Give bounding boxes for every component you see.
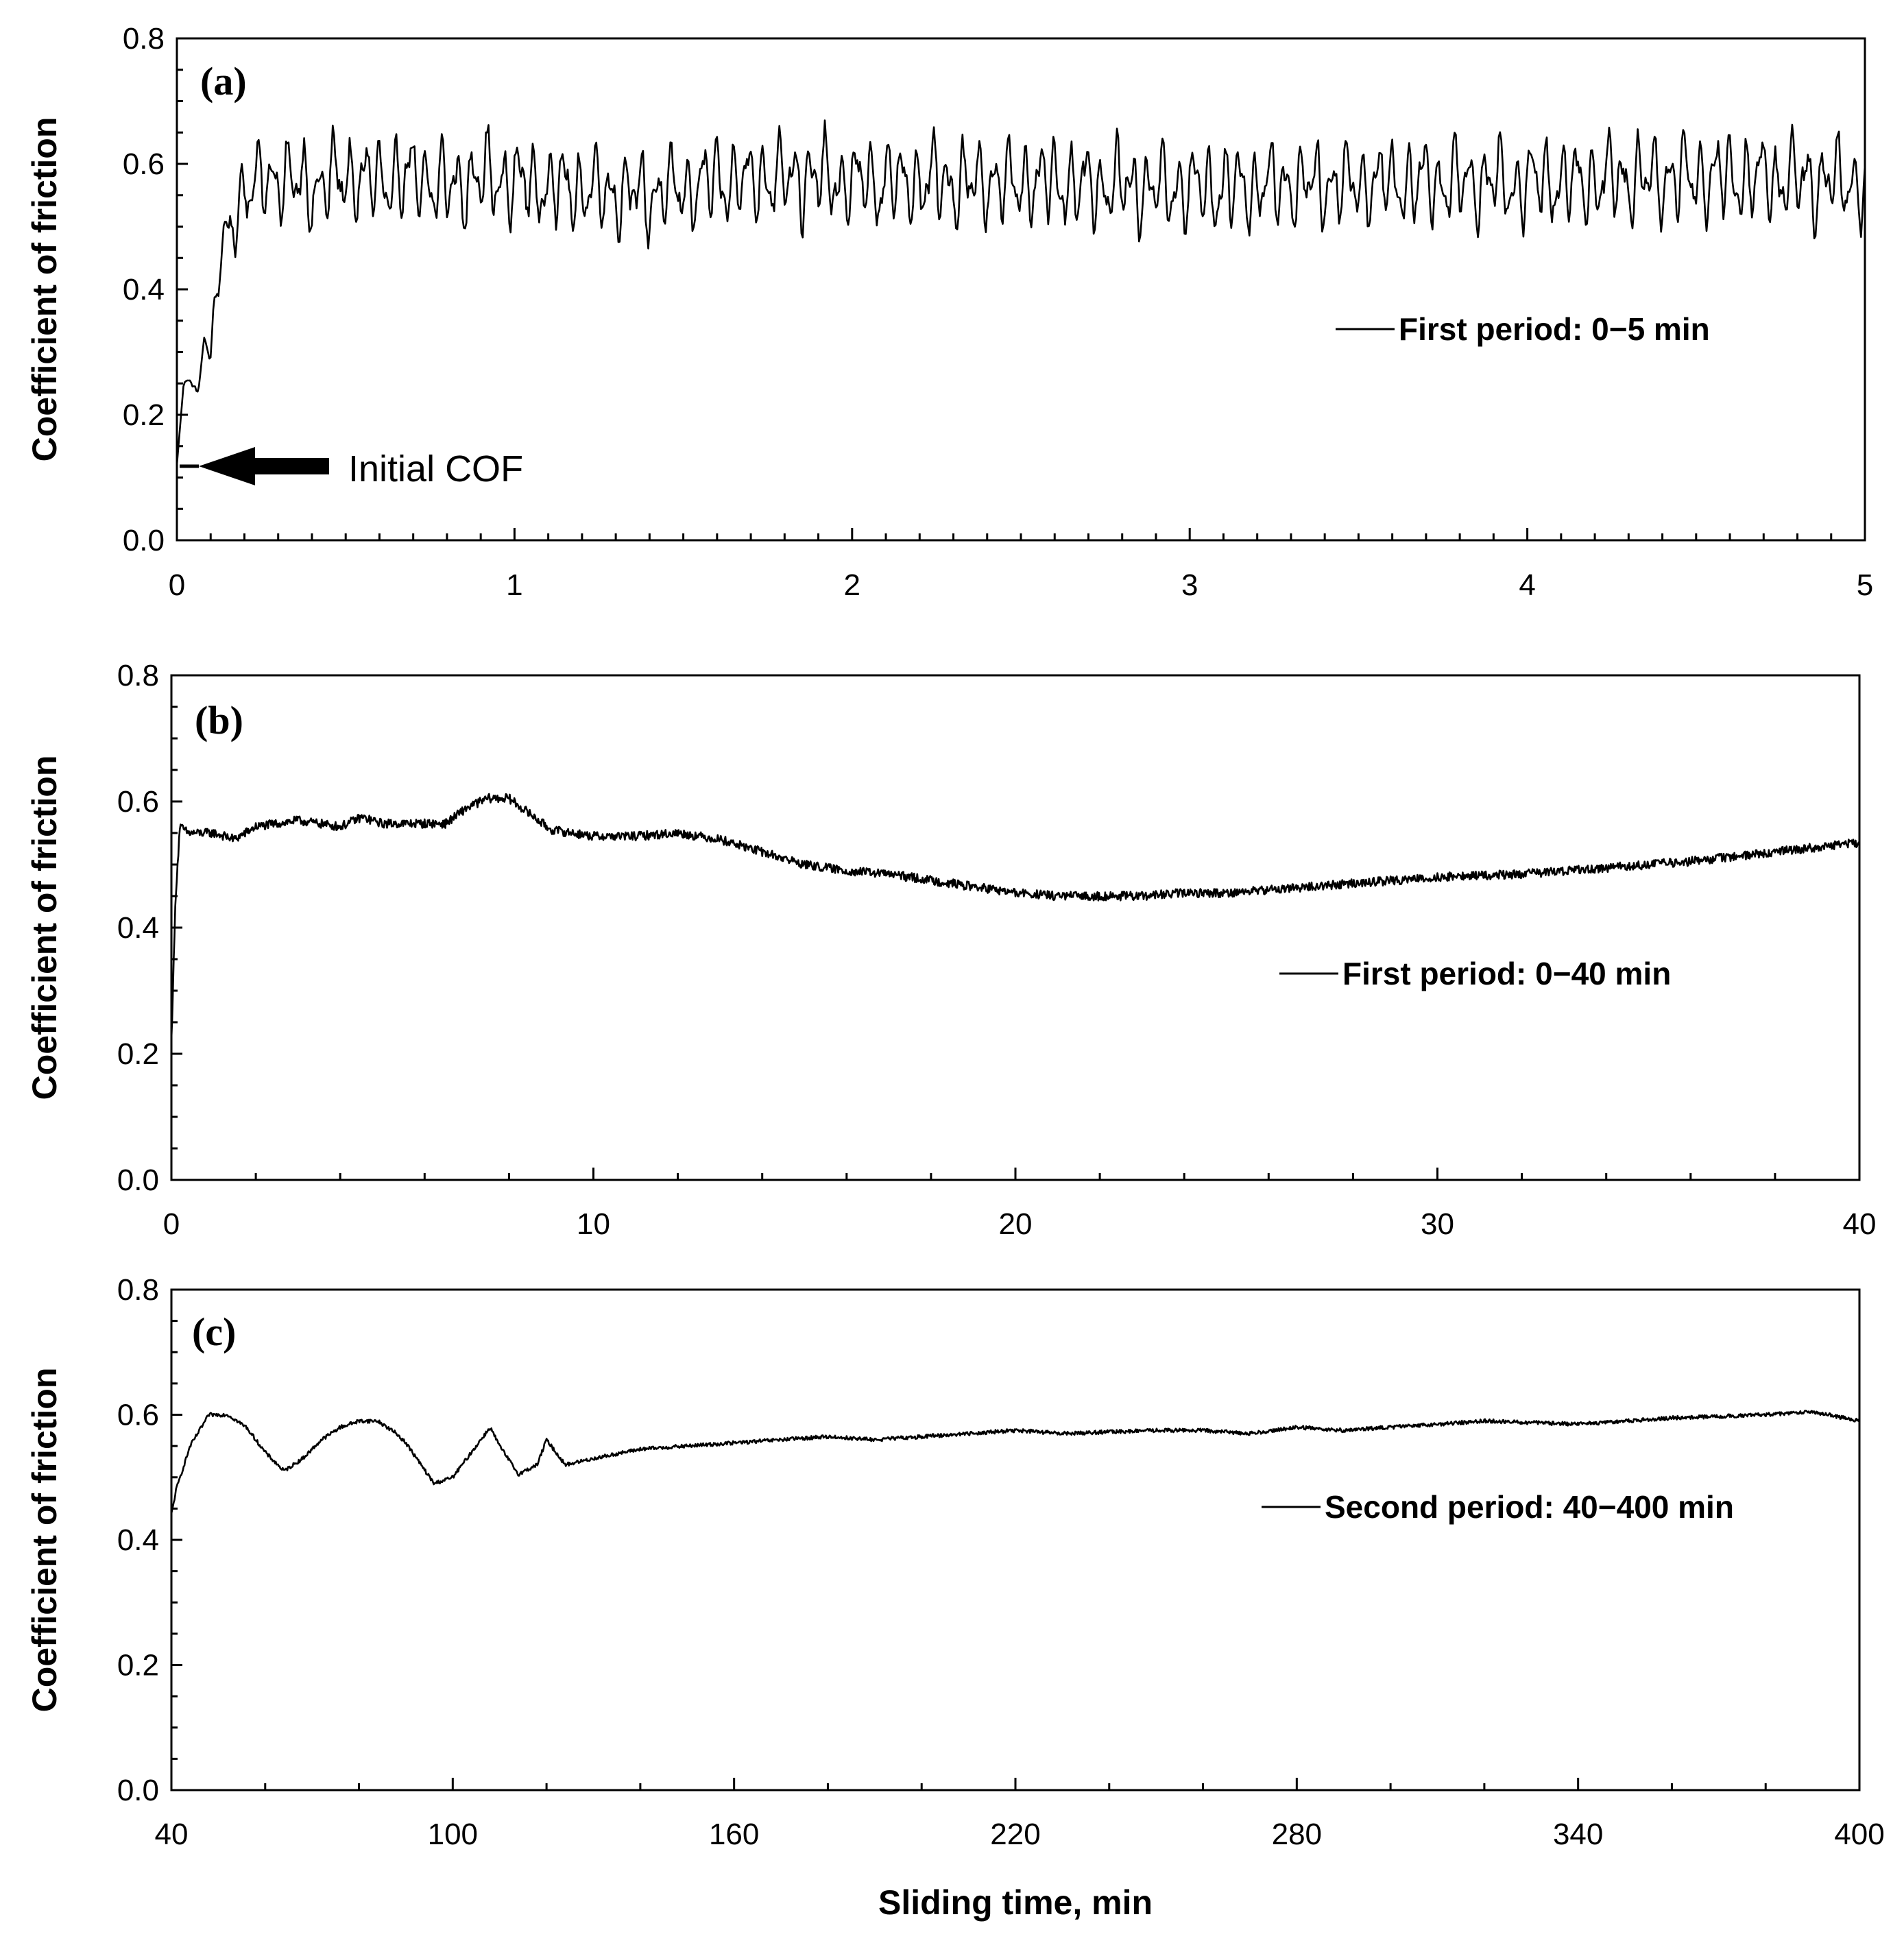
panel-a: 0.0 0.2 0.4 0.6 0.8 0 1 2 3 4 5 (a) Coefficient of…: [25, 22, 1873, 602]
panel-label-a: (a): [200, 59, 247, 104]
panel-c: 0.00.20.40.60.840 100 160 220 280 340 400 (c) …: [25, 1273, 1885, 1922]
x-tick-label: 0: [163, 1207, 180, 1241]
y-tick-label: 0.8: [123, 22, 165, 56]
y-tick-label: 0.2: [117, 1037, 159, 1071]
y-tick-label: 0.2: [123, 398, 165, 432]
y-tick-label: 0.8: [117, 659, 159, 692]
y-tick-label: 0.0: [123, 524, 165, 557]
panel-label-b: (b): [195, 698, 243, 743]
y-tick-label: 0.6: [123, 147, 165, 181]
initial-cof-arrow: [180, 447, 329, 485]
x-tick-label: 40: [1843, 1207, 1877, 1241]
y-tick-label: 0.8: [117, 1273, 159, 1307]
initial-cof-label: Initial COF: [348, 448, 523, 490]
x-tick-label: 0: [169, 568, 185, 602]
x-tick-label: 2: [844, 568, 860, 602]
x-tick-label: 5: [1857, 568, 1873, 602]
y-axis-title-a: Coefficient of friction: [25, 117, 64, 462]
y-tick-label: 0.4: [117, 911, 159, 945]
x-tick-label: 280: [1272, 1818, 1322, 1851]
series-line-b: [170, 793, 1860, 1039]
y-tick-label: 0.6: [117, 785, 159, 819]
legend-text-c: Second period: 40−400 min: [1325, 1489, 1734, 1525]
y-tick-label: 0.4: [123, 273, 165, 306]
legend-text-a: First period: 0−5 min: [1399, 311, 1710, 347]
series-line-c: [170, 1410, 1860, 1514]
x-tick-label: 40: [155, 1818, 189, 1851]
x-tick-label: 1: [506, 568, 522, 602]
ticks-c: 0.0 0.2 0.4 0.6 0.8 40 100 160 220 280 340 400: [117, 1273, 1885, 1851]
series-line-a: [176, 119, 1866, 466]
y-tick-label: 0.0: [117, 1774, 159, 1807]
x-tick-label: 10: [577, 1207, 610, 1241]
x-tick-label: 340: [1553, 1818, 1603, 1851]
x-tick-label: 400: [1834, 1818, 1884, 1851]
y-axis-title-c: Coefficient of friction: [25, 1368, 64, 1713]
y-tick-label: 0.0: [117, 1163, 159, 1197]
y-tick-label: 0.2: [117, 1649, 159, 1682]
legend-text-b: First period: 0−40 min: [1342, 956, 1671, 991]
x-tick-label: 100: [428, 1818, 478, 1851]
panel-b: 0.0 0.2 0.4 0.6 0.8 0 10 20 30 40 (b) Coefficient…: [25, 659, 1876, 1241]
y-tick-label: 0.4: [117, 1523, 159, 1557]
panel-label-c: (c): [192, 1310, 236, 1354]
ticks-a: 0.0 0.2 0.4 0.6 0.8 0 1 2 3 4 5: [123, 22, 1873, 602]
y-axis-title-b: Coefficient of friction: [25, 756, 64, 1100]
x-tick-label: 20: [999, 1207, 1033, 1241]
x-axis-title: Sliding time, min: [878, 1883, 1153, 1922]
x-tick-label: 3: [1181, 568, 1198, 602]
x-tick-label: 30: [1421, 1207, 1454, 1241]
x-tick-label: 160: [709, 1818, 759, 1851]
x-tick-label: 220: [990, 1818, 1040, 1851]
x-tick-label: 4: [1519, 568, 1535, 602]
y-tick-label: 0.6: [117, 1399, 159, 1432]
